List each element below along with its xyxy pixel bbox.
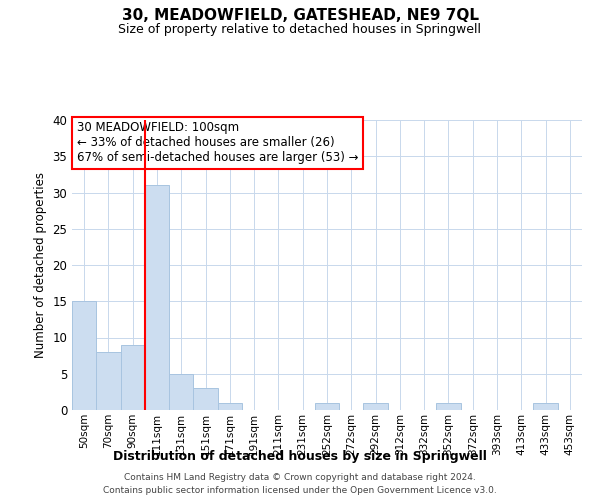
Text: 30, MEADOWFIELD, GATESHEAD, NE9 7QL: 30, MEADOWFIELD, GATESHEAD, NE9 7QL [121, 8, 479, 22]
Y-axis label: Number of detached properties: Number of detached properties [34, 172, 47, 358]
Text: Contains HM Land Registry data © Crown copyright and database right 2024.
Contai: Contains HM Land Registry data © Crown c… [103, 474, 497, 495]
Bar [193, 388, 218, 410]
Bar [96, 352, 121, 410]
Text: Distribution of detached houses by size in Springwell: Distribution of detached houses by size … [113, 450, 487, 463]
Bar [533, 403, 558, 410]
Bar [145, 185, 169, 410]
Text: 30 MEADOWFIELD: 100sqm
← 33% of detached houses are smaller (26)
67% of semi-det: 30 MEADOWFIELD: 100sqm ← 33% of detached… [77, 122, 359, 164]
Text: Size of property relative to detached houses in Springwell: Size of property relative to detached ho… [119, 22, 482, 36]
Bar [436, 403, 461, 410]
Bar [121, 345, 145, 410]
Bar [218, 403, 242, 410]
Bar [364, 403, 388, 410]
Bar [169, 374, 193, 410]
Bar [315, 403, 339, 410]
Bar [72, 301, 96, 410]
